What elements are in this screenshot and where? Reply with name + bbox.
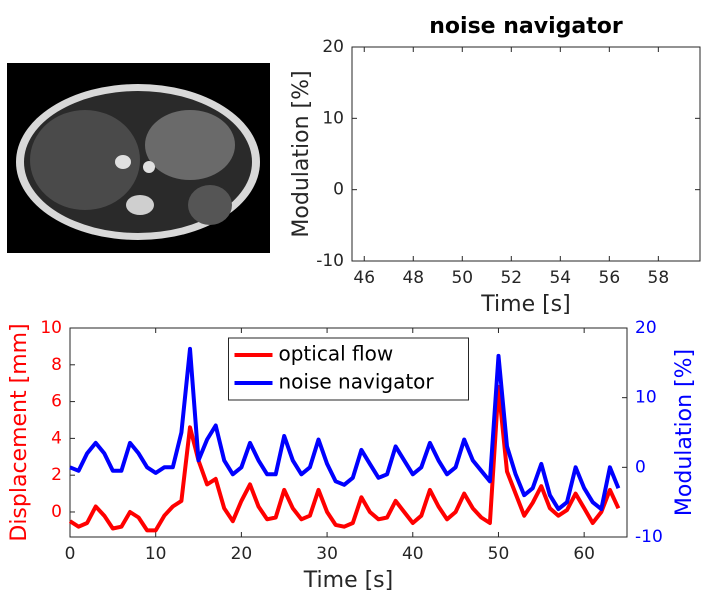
x-tick-label: 50 (488, 544, 510, 564)
plot-area (351, 46, 701, 262)
x-tick-label: 48 (402, 268, 424, 288)
y-axis-label: Modulation [%] (289, 70, 314, 237)
x-tick-label: 10 (145, 544, 167, 564)
x-axis-label: Time [s] (303, 568, 393, 593)
y-tick-label: 10 (40, 318, 62, 338)
legend-box (228, 337, 469, 401)
y-tick-label: 8 (51, 355, 62, 375)
x-tick-label: 20 (231, 544, 253, 564)
y2-tick-label: 10 (635, 388, 657, 408)
x-axis-label: Time [s] (480, 292, 570, 317)
legend-label: noise navigator (279, 370, 435, 394)
spine (126, 195, 154, 215)
y-tick-label: 0 (51, 502, 62, 522)
y2-tick-label: -10 (635, 527, 663, 547)
x-tick-label: 56 (599, 268, 621, 288)
vessel (115, 155, 131, 169)
y-tick-label: 2 (51, 465, 62, 485)
y2-tick-label: 0 (635, 457, 646, 477)
stomach (145, 110, 235, 180)
y2-tick-label: 20 (635, 318, 657, 338)
x-tick-label: 54 (549, 268, 571, 288)
mri-image (7, 63, 270, 253)
y-tick-label: 20 (322, 37, 344, 57)
chart-title: noise navigator (429, 14, 623, 39)
x-tick-label: 46 (353, 268, 375, 288)
y-tick-label: -10 (316, 251, 344, 271)
vessel (143, 161, 155, 173)
y2-axis-label: Modulation [%] (672, 349, 697, 516)
y-axis-label: Displacement [mm] (7, 323, 32, 541)
x-tick-label: 40 (402, 544, 424, 564)
x-tick-label: 52 (500, 268, 522, 288)
x-tick-label: 58 (648, 268, 670, 288)
y-tick-label: 10 (322, 108, 344, 128)
line (68, 384, 621, 533)
x-tick-label: 30 (316, 544, 338, 564)
liver (30, 110, 140, 210)
x-tick-label: 60 (573, 544, 595, 564)
line (69, 346, 621, 512)
x-tick-label: 0 (65, 544, 76, 564)
y-tick-label: 0 (333, 180, 344, 200)
y-tick-label: 6 (51, 392, 62, 412)
y-tick-label: 4 (51, 428, 62, 448)
x-tick-label: 50 (451, 268, 473, 288)
kidney (188, 185, 232, 225)
legend-label: optical flow (279, 342, 394, 366)
